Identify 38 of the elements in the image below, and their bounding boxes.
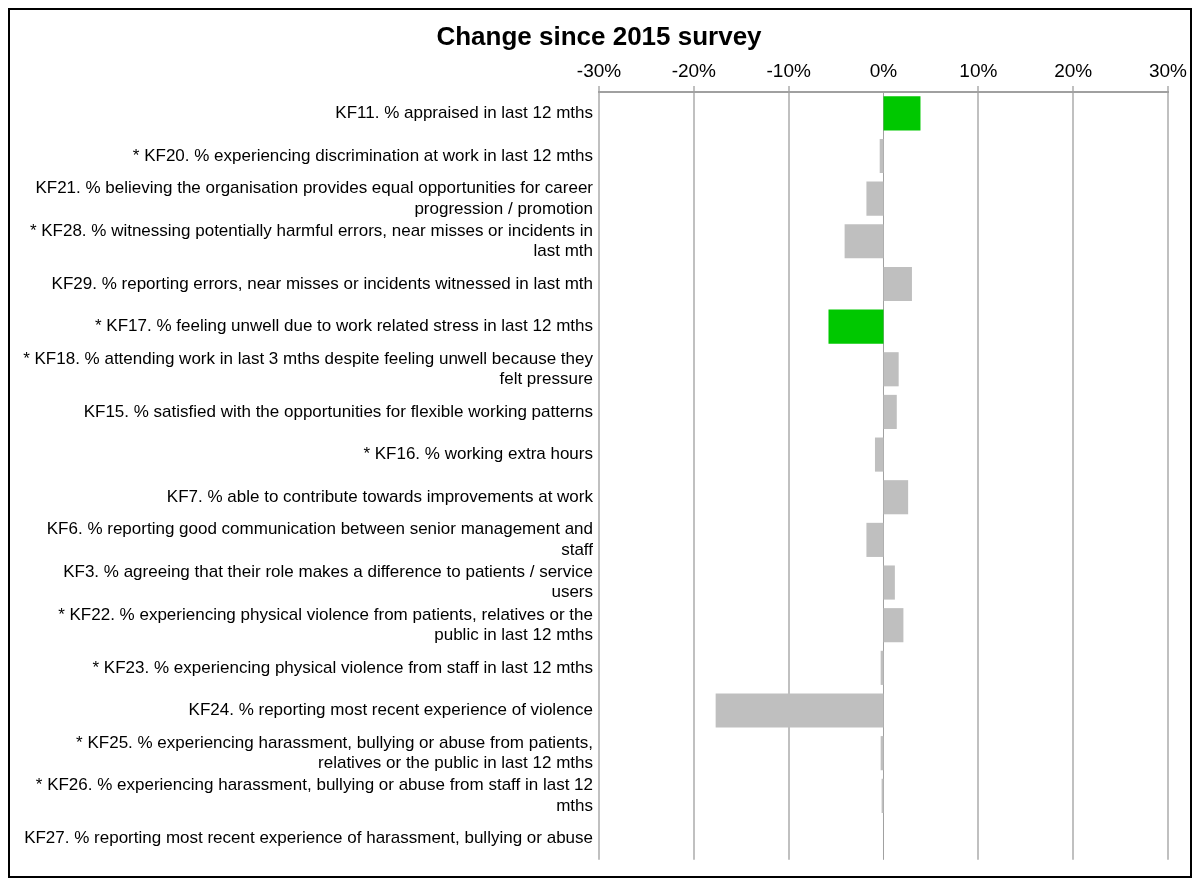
y-tick-label: KF15. % satisfied with the opportunities for flexible working patterns xyxy=(83,401,593,421)
y-tick-label: * KF22. % experiencing physical violence from patients, relatives or the public in last 12 mths xyxy=(58,604,593,645)
x-tick-label: 10% xyxy=(959,59,998,81)
bar xyxy=(883,352,899,387)
y-tick-label: * KF28. % witnessing potentially harmful errors, near misses or incidents in last mth xyxy=(29,220,593,261)
bar xyxy=(883,608,904,643)
bar xyxy=(883,480,909,515)
y-tick-label: * KF18. % attending work in last 3 mths despite feeling unwell because they felt pressure xyxy=(23,348,594,389)
bar xyxy=(883,96,921,131)
y-tick-label: KF27. % reporting most recent experience of harassment, bullying or abuse xyxy=(24,828,593,848)
bar xyxy=(844,224,884,259)
y-tick-label: KF6. % reporting good communication between senior management and staff xyxy=(46,519,594,559)
y-tick-label: KF11. % appraised in last 12 mths xyxy=(335,103,593,123)
y-tick-label: * KF16. % working extra hours xyxy=(363,444,593,464)
x-tick-label: -30% xyxy=(576,59,622,81)
bar xyxy=(874,437,884,472)
y-tick-label: KF7. % able to contribute towards improvements at work xyxy=(166,486,594,506)
y-tick-label: KF3. % agreeing that their role makes a difference to patients / service users xyxy=(63,562,593,602)
bar xyxy=(866,522,884,557)
x-tick-label: -20% xyxy=(671,59,717,81)
y-tick-label: * KF20. % experiencing discrimination at work in last 12 mths xyxy=(132,145,593,165)
y-tick-label: KF21. % believing the organisation provides equal opportunities for career progression / promotion xyxy=(35,178,594,218)
y-tick-label: * KF26. % experiencing harassment, bullying or abuse from staff in last 12 mths xyxy=(35,775,593,815)
bar xyxy=(883,565,895,600)
x-tick-label: -10% xyxy=(766,59,811,81)
bar xyxy=(883,394,897,429)
x-tick-label: 30% xyxy=(1148,59,1188,81)
chart-title: Change since 2015 survey xyxy=(436,20,763,51)
y-tick-label: * KF25. % experiencing harassment, bullying or abuse from patients, relatives or the public in last 12 mths xyxy=(76,732,593,773)
bar xyxy=(883,266,912,302)
y-tick-label: * KF17. % feeling unwell due to work related stress in last 12 mths xyxy=(95,316,593,336)
bar xyxy=(828,309,884,344)
x-tick-label: 20% xyxy=(1054,59,1093,81)
y-tick-label: KF24. % reporting most recent experience of violence xyxy=(188,700,593,720)
y-tick-label: * KF23. % experiencing physical violence from staff in last 12 mths xyxy=(92,657,593,677)
bar xyxy=(866,181,884,216)
y-tick-label: KF29. % reporting errors, near misses or incidents witnessed in last mth xyxy=(51,273,593,293)
x-tick-label: 0% xyxy=(869,59,898,81)
